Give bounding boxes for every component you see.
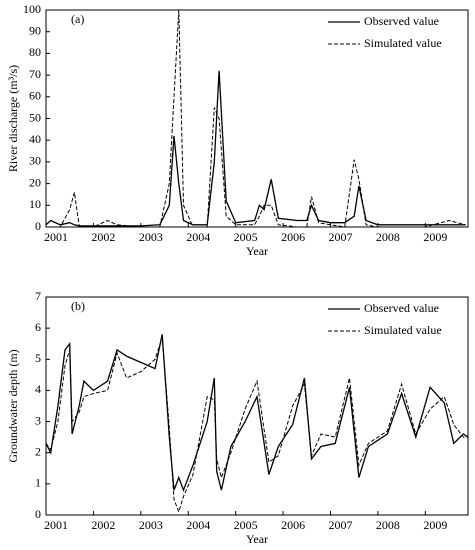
y-tick-label: 2 xyxy=(35,444,41,458)
series-line xyxy=(45,70,466,227)
x-tick-label: 2007 xyxy=(328,518,352,532)
y-tick-label: 80 xyxy=(29,45,41,59)
y-axis-label: River discharge (m³/s) xyxy=(6,65,20,172)
y-tick-label: 0 xyxy=(35,507,41,521)
x-tick-label: 2006 xyxy=(281,230,305,244)
x-tick-label: 2009 xyxy=(423,230,447,244)
x-tick-label: 2002 xyxy=(91,230,115,244)
y-axis-label: Groundwater depth (m) xyxy=(6,349,20,462)
x-axis-label: Year xyxy=(246,244,268,258)
x-tick-label: 2008 xyxy=(376,230,400,244)
legend-label: Simulated value xyxy=(364,36,442,50)
x-tick-label: 2001 xyxy=(44,230,68,244)
legend-label: Observed value xyxy=(364,301,439,315)
x-tick-label: 2003 xyxy=(139,518,163,532)
panel-title: (b) xyxy=(71,299,85,313)
y-tick-label: 60 xyxy=(29,89,41,103)
x-tick-label: 2008 xyxy=(376,518,400,532)
x-tick-label: 2004 xyxy=(186,518,210,532)
y-tick-label: 70 xyxy=(29,67,41,81)
legend-label: Simulated value xyxy=(364,323,442,337)
x-tick-label: 2003 xyxy=(139,230,163,244)
panel-title: (a) xyxy=(71,12,84,26)
y-tick-label: 7 xyxy=(35,289,41,303)
y-tick-label: 30 xyxy=(29,154,41,168)
x-tick-label: 2006 xyxy=(281,518,305,532)
series-line xyxy=(45,337,468,514)
x-tick-label: 2005 xyxy=(234,518,258,532)
y-tick-label: 90 xyxy=(29,23,41,37)
x-tick-label: 2001 xyxy=(44,518,68,532)
y-tick-label: 10 xyxy=(29,197,41,211)
y-tick-label: 3 xyxy=(35,413,41,427)
x-tick-label: 2005 xyxy=(234,230,258,244)
y-tick-label: 100 xyxy=(23,2,41,16)
y-tick-label: 20 xyxy=(29,175,41,189)
y-tick-label: 4 xyxy=(35,382,41,396)
x-tick-label: 2007 xyxy=(328,230,352,244)
y-tick-label: 1 xyxy=(35,476,41,490)
y-tick-label: 5 xyxy=(35,351,41,365)
y-tick-label: 40 xyxy=(29,132,41,146)
plot-frame xyxy=(45,296,469,516)
x-tick-label: 2009 xyxy=(423,518,447,532)
legend-label: Observed value xyxy=(364,14,439,28)
x-tick-label: 2002 xyxy=(91,518,115,532)
x-axis-label: Year xyxy=(246,532,268,546)
x-tick-label: 2004 xyxy=(186,230,210,244)
series-line xyxy=(45,334,469,492)
y-tick-label: 6 xyxy=(35,320,41,334)
y-tick-label: 0 xyxy=(35,219,41,233)
y-tick-label: 50 xyxy=(29,110,41,124)
series-line xyxy=(46,9,466,228)
